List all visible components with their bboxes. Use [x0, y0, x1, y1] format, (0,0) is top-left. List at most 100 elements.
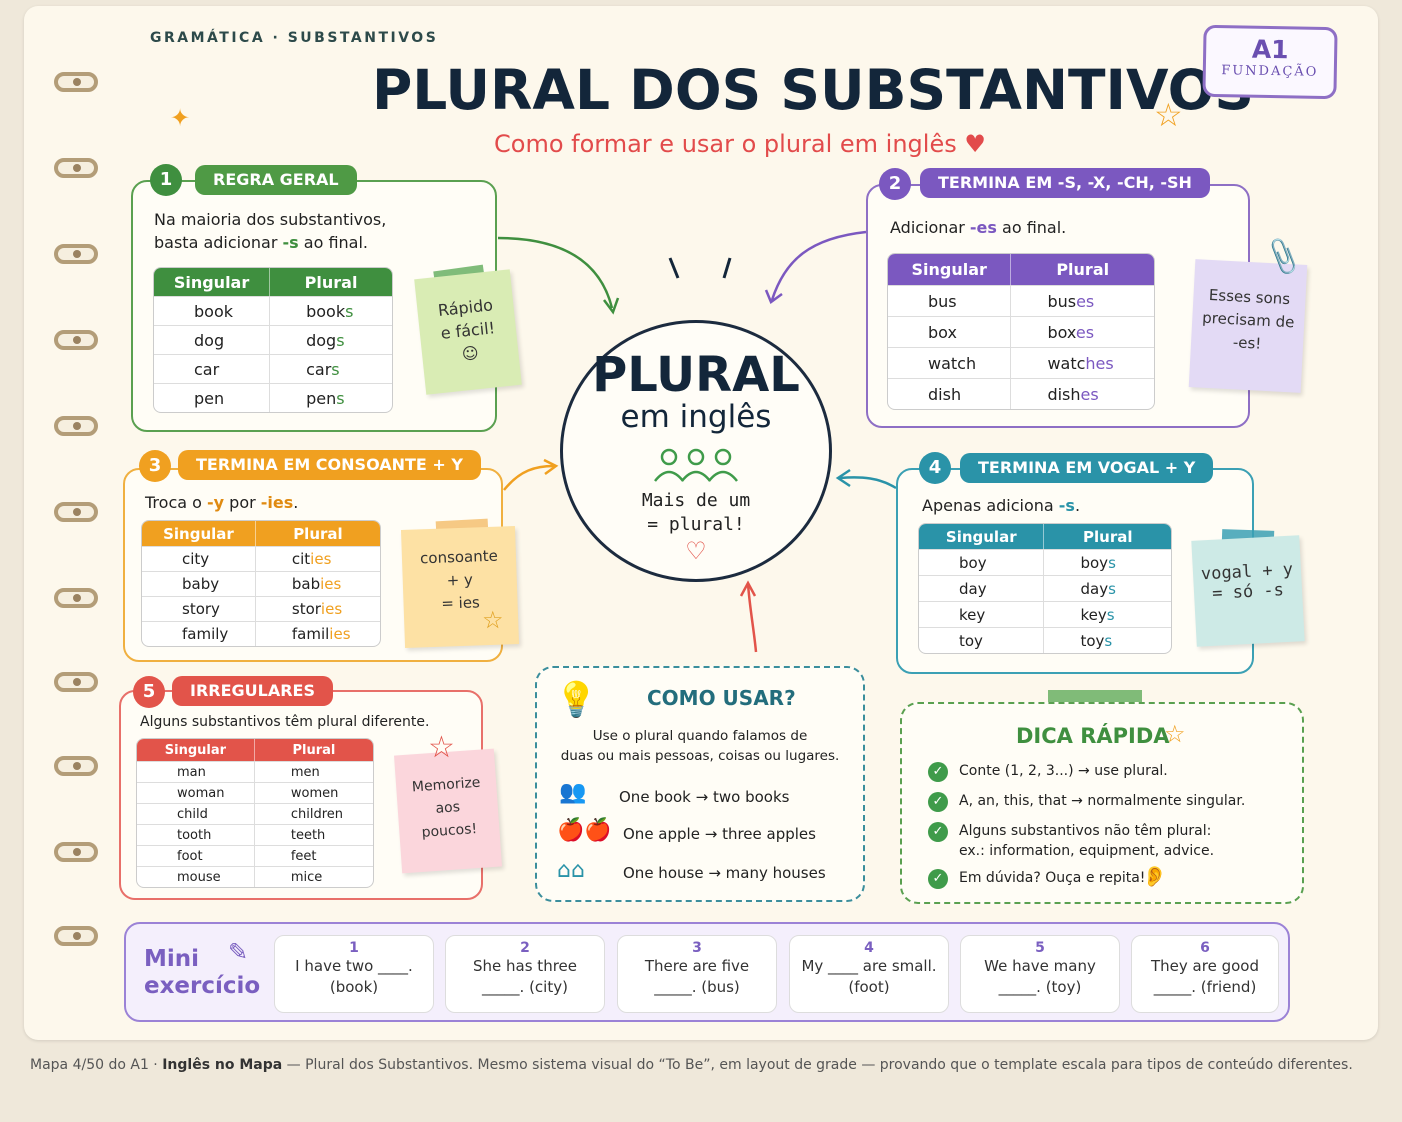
- singular-cell: day: [919, 575, 1044, 601]
- tip-title: DICA RÁPIDA: [1016, 724, 1170, 748]
- table-row: woman women: [137, 782, 373, 803]
- center-note-line2: = plural!: [647, 514, 745, 535]
- how-to-desc: Use o plural quando falamos de duas ou ma…: [537, 726, 863, 766]
- singular-cell: family: [142, 621, 255, 646]
- rule5-sticky-note: Memorize aos poucos!: [394, 748, 502, 874]
- rule3-table: Singular Plural city cities baby babies story s…: [141, 520, 381, 647]
- example-1-many: two books: [712, 788, 790, 806]
- plural-suffix: s: [1108, 553, 1116, 572]
- singular-cell: boy: [919, 549, 1044, 575]
- plural-cell: pens: [269, 383, 392, 412]
- binder-ring: [54, 416, 98, 436]
- table-row: bus buses: [888, 285, 1154, 316]
- table-row: key keys: [919, 601, 1171, 627]
- plural-stem: stor: [291, 600, 321, 618]
- tip-item-3-sub: ex.: information, equipment, advice.: [959, 843, 1215, 859]
- table-row: watch watches: [888, 347, 1154, 378]
- people-icon: [654, 448, 738, 482]
- table-header: Plural: [1010, 254, 1154, 285]
- rule3-title: TERMINA EM CONSOANTE + Y: [178, 450, 481, 480]
- plural-cell: cities: [254, 546, 380, 571]
- rule2-number: 2: [879, 168, 911, 200]
- singular-cell: watch: [888, 347, 1011, 378]
- exercise-text-a: She has three: [473, 957, 577, 975]
- rule4-intro-c: .: [1074, 496, 1081, 515]
- exercise-number: 5: [1035, 940, 1045, 956]
- plural-cell: buses: [1010, 285, 1154, 316]
- rule5-intro: Alguns substantivos têm plural diferente…: [140, 714, 430, 730]
- plural-cell: families: [254, 621, 380, 646]
- exercise-card-6[interactable]: 6 They are good _____. (friend): [1131, 935, 1279, 1013]
- example-3-one: One house: [623, 864, 704, 882]
- singular-cell: dog: [154, 325, 270, 354]
- singular-cell: toy: [919, 627, 1044, 653]
- people-icon: 👥: [559, 780, 587, 805]
- check-icon: ✓: [928, 822, 948, 842]
- rule2-intro-a: Adicionar: [890, 218, 970, 237]
- star-icon: ☆: [482, 606, 504, 634]
- how-to-title: COMO USAR?: [647, 686, 796, 710]
- exercise-label-b: exercício: [144, 973, 261, 999]
- table-row: day days: [919, 575, 1171, 601]
- singular-cell: bus: [888, 285, 1011, 316]
- exercise-text-a: My ____ are small.: [801, 957, 937, 975]
- plural-suffix: ies: [320, 575, 342, 593]
- example-1-one: One book: [619, 788, 691, 806]
- pencil-icon: ✎: [228, 938, 249, 966]
- singular-cell: mouse: [137, 866, 254, 887]
- rule4-intro: Apenas adiciona -s.: [922, 494, 1080, 517]
- singular-cell: box: [888, 316, 1011, 347]
- binder-ring: [54, 158, 98, 178]
- example-2: One apple → three apples: [623, 825, 816, 843]
- how-to-use-panel: 💡 COMO USAR? Use o plural quando falamos…: [535, 666, 865, 902]
- sparkle-icon: ✦: [170, 104, 191, 132]
- example-2-many: three apples: [722, 825, 816, 843]
- exercise-text-b: _____. (toy): [998, 978, 1082, 996]
- star-icon: ☆: [1154, 96, 1183, 134]
- plural-cell: boys: [1043, 549, 1171, 575]
- table-row: family families: [142, 621, 380, 646]
- rule2-sticky-note: Esses sons precisam de -es!: [1188, 259, 1308, 393]
- rule4-title: TERMINA EM VOGAL + Y: [960, 453, 1214, 483]
- exercise-text-a: They are good: [1151, 957, 1259, 975]
- exercise-card-2[interactable]: 2 She has three _____. (city): [445, 935, 605, 1013]
- lightbulb-icon: 💡: [555, 680, 598, 720]
- plural-stem: famil: [291, 625, 330, 643]
- singular-cell: child: [137, 803, 254, 824]
- table-row: foot feet: [137, 845, 373, 866]
- plural-stem: book: [306, 301, 346, 321]
- caption-a: Mapa 4/50 do A1 ·: [30, 1057, 163, 1073]
- rule1-title: REGRA GERAL: [195, 165, 357, 195]
- plural-suffix: s: [336, 330, 345, 350]
- plural-stem: boy: [1080, 553, 1109, 572]
- exercise-card-1[interactable]: 1 I have two ____. (book): [274, 935, 434, 1013]
- table-header: Plural: [269, 268, 392, 296]
- house-icon: ⌂⌂: [557, 858, 585, 883]
- binder-ring: [54, 330, 98, 350]
- table-row: boy boys: [919, 549, 1171, 575]
- table-header: Plural: [1043, 524, 1171, 549]
- caption-brand: Inglês no Mapa: [162, 1057, 283, 1073]
- plural-cell: dogs: [269, 325, 392, 354]
- rule2-title: TERMINA EM -S, -X, -CH, -SH: [920, 168, 1210, 198]
- exercise-card-4[interactable]: 4 My ____ are small. (foot): [789, 935, 949, 1013]
- rule3-intro-a: Troca o: [145, 493, 207, 512]
- table-header: Singular: [888, 254, 1011, 285]
- plural-cell: keys: [1043, 601, 1171, 627]
- plural-suffix: s: [345, 301, 354, 321]
- check-icon: ✓: [928, 792, 948, 812]
- rule1-intro-b: basta adicionar: [154, 233, 283, 252]
- exercise-card-5[interactable]: 5 We have many _____. (toy): [960, 935, 1120, 1013]
- rule4-sticky-note: vogal + y = só -s: [1191, 535, 1305, 647]
- exercise-card-3[interactable]: 3 There are five _____. (bus): [617, 935, 777, 1013]
- singular-cell: man: [137, 761, 254, 782]
- how-to-desc-b: duas ou mais pessoas, coisas ou lugares.: [560, 748, 840, 764]
- rule5-title: IRREGULARES: [172, 676, 333, 706]
- singular-cell: baby: [142, 571, 255, 596]
- rule5-table: Singular Plural man men woman women child child…: [136, 738, 374, 888]
- star-icon: ☆: [1164, 720, 1186, 748]
- rule4-intro-hl: -s: [1058, 496, 1075, 515]
- rule5-number: 5: [133, 676, 165, 708]
- how-to-desc-a: Use o plural quando falamos de: [592, 728, 808, 744]
- center-note-line1: Mais de um: [641, 490, 751, 511]
